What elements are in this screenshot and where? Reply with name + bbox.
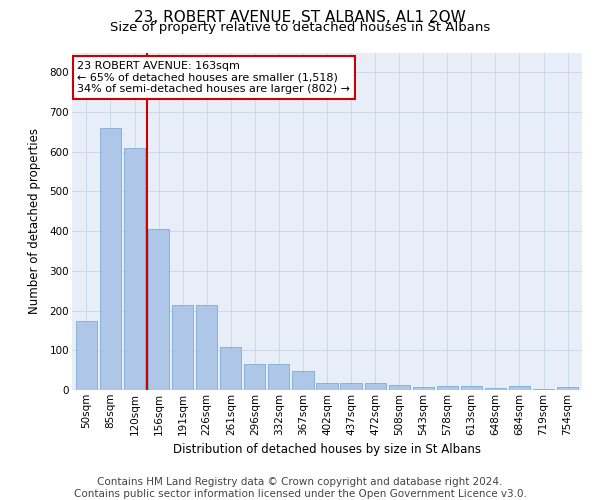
Bar xyxy=(365,383,386,390)
Bar xyxy=(413,387,434,390)
Bar xyxy=(172,304,193,390)
Bar xyxy=(533,389,554,390)
Bar xyxy=(461,386,482,390)
Text: 23, ROBERT AVENUE, ST ALBANS, AL1 2QW: 23, ROBERT AVENUE, ST ALBANS, AL1 2QW xyxy=(134,10,466,25)
Bar xyxy=(268,364,289,390)
Bar xyxy=(100,128,121,390)
Y-axis label: Number of detached properties: Number of detached properties xyxy=(28,128,41,314)
Text: Size of property relative to detached houses in St Albans: Size of property relative to detached ho… xyxy=(110,21,490,34)
Text: Contains HM Land Registry data © Crown copyright and database right 2024.
Contai: Contains HM Land Registry data © Crown c… xyxy=(74,478,526,499)
Bar xyxy=(292,371,314,390)
Bar xyxy=(557,387,578,390)
Bar xyxy=(437,386,458,390)
Bar xyxy=(124,148,145,390)
Bar xyxy=(340,383,362,390)
X-axis label: Distribution of detached houses by size in St Albans: Distribution of detached houses by size … xyxy=(173,443,481,456)
Bar xyxy=(76,320,97,390)
Text: 23 ROBERT AVENUE: 163sqm
← 65% of detached houses are smaller (1,518)
34% of sem: 23 ROBERT AVENUE: 163sqm ← 65% of detach… xyxy=(77,61,350,94)
Bar xyxy=(244,364,265,390)
Bar xyxy=(509,386,530,390)
Bar xyxy=(220,347,241,390)
Bar xyxy=(485,388,506,390)
Bar xyxy=(148,229,169,390)
Bar xyxy=(316,383,338,390)
Bar xyxy=(196,304,217,390)
Bar xyxy=(389,385,410,390)
